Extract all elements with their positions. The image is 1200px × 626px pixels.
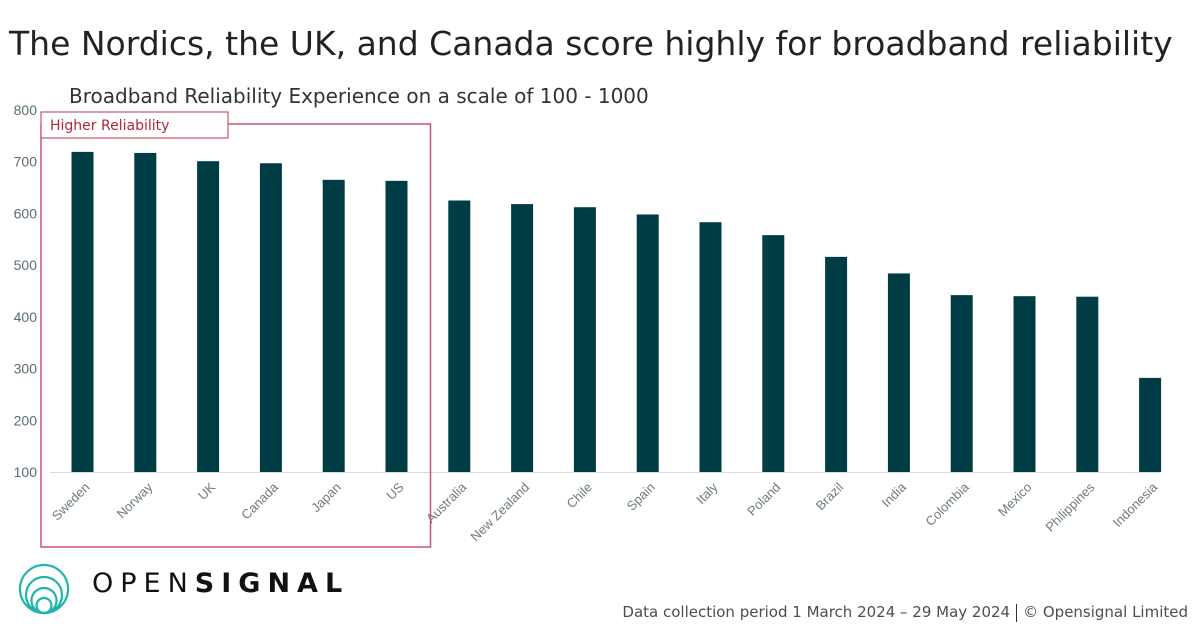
- y-tick-label: 500: [14, 257, 38, 273]
- x-tick-label: Indonesia: [1110, 479, 1161, 530]
- chart-subtitle: Broadband Reliability Experience on a sc…: [69, 84, 649, 108]
- page-title: The Nordics, the UK, and Canada score hi…: [9, 24, 1173, 63]
- footer-divider: [1016, 603, 1018, 622]
- highlight-label: Higher Reliability: [50, 118, 169, 134]
- bar-mexico: [1013, 296, 1036, 472]
- bar-sweden: [71, 151, 94, 473]
- logo-text-signal: SIGNAL: [194, 568, 350, 599]
- opensignal-rings-icon: [18, 563, 70, 615]
- bar-indonesia: [1139, 377, 1162, 472]
- x-tick-label: Italy: [693, 479, 721, 507]
- x-tick-label: Spain: [624, 480, 658, 514]
- bar-philippines: [1076, 296, 1099, 472]
- bar-brazil: [825, 256, 848, 472]
- bar-chile: [573, 207, 596, 473]
- y-tick-label: 300: [14, 361, 38, 377]
- highlight-box: Higher Reliability: [40, 111, 432, 548]
- logo-ring: [30, 586, 58, 615]
- bar-australia: [448, 200, 471, 472]
- bar-norway: [134, 152, 157, 472]
- x-tick-label: New Zealand: [467, 480, 532, 545]
- logo-ring: [35, 596, 53, 615]
- bar-uk: [197, 161, 220, 472]
- bar-colombia: [950, 295, 973, 472]
- y-tick-label: 200: [14, 412, 38, 428]
- y-tick-label: 100: [14, 464, 38, 480]
- y-axis: 100 200 300 400 500 600 700 800: [14, 102, 38, 480]
- data-collection-period: Data collection period 1 March 2024 – 29…: [622, 603, 1011, 621]
- copyright: © Opensignal Limited: [1023, 603, 1188, 621]
- bar-spain: [636, 214, 659, 472]
- y-tick-label: 600: [14, 205, 38, 221]
- bar-poland: [762, 235, 785, 472]
- opensignal-logo: OPENSIGNAL: [92, 568, 349, 599]
- bar-italy: [699, 222, 722, 472]
- x-tick-label: Japan: [308, 480, 344, 516]
- x-tick-label: India: [878, 479, 909, 510]
- footer: Data collection period 1 March 2024 – 29…: [622, 603, 1188, 622]
- x-tick-label: Poland: [744, 480, 783, 519]
- x-tick-label: Mexico: [995, 480, 1035, 520]
- bars: [71, 151, 1162, 473]
- bar-india: [887, 273, 910, 472]
- highlight-label-box: [40, 111, 229, 139]
- y-tick-label: 400: [14, 309, 38, 325]
- bar-canada: [259, 163, 282, 472]
- logo-text-open: OPEN: [92, 568, 195, 599]
- x-tick-label: US: [383, 479, 407, 503]
- x-tick-label: UK: [195, 479, 219, 503]
- bar-us: [385, 180, 408, 472]
- y-tick-label: 800: [14, 102, 38, 118]
- x-tick-label: Sweden: [49, 480, 93, 524]
- x-tick-label: Philippines: [1042, 479, 1097, 534]
- x-tick-label: Chile: [563, 480, 595, 512]
- bar-japan: [322, 179, 345, 473]
- y-tick-label: 700: [14, 154, 38, 170]
- x-axis: Sweden Norway UK Canada Japan US AustraliaNew …: [49, 479, 1161, 544]
- x-tick-label: Colombia: [922, 479, 972, 529]
- logo-ring: [24, 575, 64, 615]
- highlight-region: [40, 123, 432, 548]
- bar-new-zealand: [511, 204, 534, 472]
- x-tick-label: Canada: [238, 479, 281, 522]
- x-tick-label: Brazil: [813, 479, 847, 513]
- x-tick-label: Norway: [114, 479, 156, 521]
